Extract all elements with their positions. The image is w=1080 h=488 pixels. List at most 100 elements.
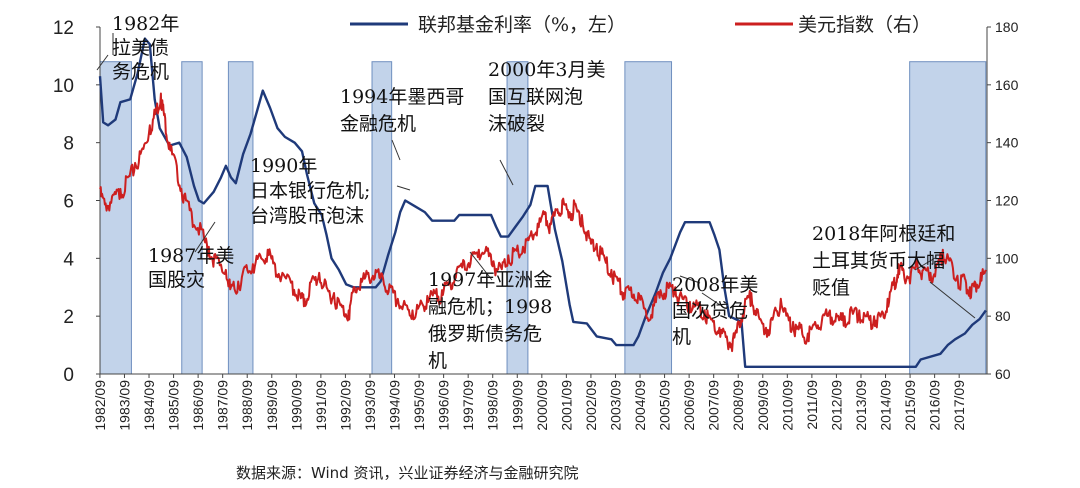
axes: 0 2 4 6 8 10 12 60 80 100 120 140 160 180 1982/09 1983/… [53,18,1019,431]
x-tick-label: 2014/09 [878,380,894,431]
x-tick-label: 2004/09 [632,380,648,431]
annotation-leader [391,139,401,161]
annotation-line: 1987年美 [148,245,234,267]
x-tick-label: 2016/09 [927,380,943,431]
annotation-leader [499,159,514,186]
left-tick-label: 0 [63,365,74,386]
annotation-leaders [96,33,976,319]
x-tick-label: 1988/09 [239,380,255,431]
right-tick-label: 160 [995,77,1019,93]
x-tick-label: 2008/09 [730,380,746,431]
right-tick-label: 120 [995,193,1019,209]
x-tick-label: 1983/09 [116,380,132,431]
left-tick-label: 8 [63,134,74,155]
left-tick-label: 6 [63,192,74,213]
annotation-line: 2018年阿根廷和 [812,223,955,245]
annotation-line: 务危机 [112,61,169,83]
x-tick-label: 1996/09 [436,380,452,431]
annotation-line: 1990年 [250,155,317,177]
annotation-line: 1982年 [112,13,179,35]
x-tick-label: 2006/09 [681,380,697,431]
right-tick-label: 140 [995,135,1019,151]
annotation-line: 2008年美 [672,274,758,296]
x-tick-label: 2017/09 [951,380,967,431]
x-tick-label: 1993/09 [362,380,378,431]
x-tick-label: 1991/09 [313,380,329,431]
x-tick-label: 1984/09 [141,380,157,431]
annotation-leader [701,292,721,306]
x-tick-label: 1982/09 [92,380,108,431]
x-tick-label: 1998/09 [485,380,501,431]
annotation-line: 台湾股市泡沫 [250,205,364,227]
x-tick-label: 1989/09 [264,380,280,431]
legend-label-dollar-index: 美元指数（右） [798,14,931,36]
annotation-line: 国次贷危 [672,300,748,322]
x-tick-label: 2007/09 [706,380,722,431]
right-tick-label: 100 [995,250,1019,266]
annotation-line: 国股灾 [148,269,205,291]
annotation-line: 日本银行危机; [250,180,370,202]
shaded-period [227,61,254,375]
x-tick-label: 1987/09 [215,380,231,431]
dollar-index-line [99,92,987,353]
x-tick-label: 1994/09 [387,380,403,431]
shaded-period [371,61,393,375]
annotation-leader [914,257,936,271]
left-tick-label: 12 [53,18,74,39]
x-tick-label: 1985/09 [166,380,182,431]
x-tick-label: 2012/09 [828,380,844,431]
x-tick-label: 2015/09 [902,380,918,431]
right-tick-label: 60 [995,366,1011,382]
x-tick-label: 2013/09 [853,380,869,431]
annotation-line: 金融危机 [340,113,416,135]
annotation-leader [396,185,411,191]
x-tick-label: 2011/09 [804,380,820,430]
annotation-line: 2000年3月美 [488,59,605,81]
right-tick-label: 180 [995,19,1019,35]
left-tick-label: 4 [63,249,74,270]
annotation-line: 土耳其货币大幅 [812,250,945,272]
annotation-line: 俄罗斯债务危 [428,323,542,345]
shaded-period [909,61,987,375]
x-tick-label: 2001/09 [558,380,574,431]
x-tick-label: 2003/09 [607,380,623,431]
annotation-line: 国互联网泡 [488,86,583,108]
annotation-line: 贬值 [812,277,850,299]
annotation-leader [929,281,976,319]
x-tick-label: 1990/09 [288,380,304,431]
x-tick-label: 1995/09 [411,380,427,431]
data-source: 数据来源：Wind 资讯，兴业证券经济与金融研究院 [236,464,579,482]
legend: 联邦基金利率（%，左） 美元指数（右） [350,14,931,36]
left-tick-label: 2 [63,307,74,328]
annotation-line: 1994年墨西哥 [340,86,464,108]
annotation-line: 机 [672,326,691,348]
x-tick-label: 1992/09 [337,380,353,431]
annotation-leader [469,251,493,281]
annotation-line: 机 [428,350,447,372]
x-tick-label: 2000/09 [534,380,550,431]
series-lines [98,37,987,368]
legend-label-fed-funds: 联邦基金利率（%，左） [418,14,626,36]
x-tick-label: 2009/09 [755,380,771,431]
x-tick-label: 2002/09 [583,380,599,431]
annotation-line: 沫破裂 [488,113,545,135]
right-tick-label: 80 [995,308,1011,324]
annotation-line: 拉美债 [112,37,169,59]
fed-funds-rate-line [98,37,987,368]
shaded-periods [99,61,987,375]
x-tick-label: 2005/09 [657,380,673,431]
shaded-period [624,61,673,375]
x-tick-label: 2010/09 [779,380,795,431]
left-tick-label: 10 [53,76,74,97]
x-tick-label: 1999/09 [509,380,525,431]
x-tick-label: 1986/09 [190,380,206,431]
shaded-period [99,61,132,375]
annotation-leader [194,221,216,253]
annotation-leader [679,275,701,284]
annotation-line: 1997年亚洲金 [428,269,552,291]
annotation-line: 融危机；1998 [428,296,552,318]
x-tick-label: 1997/09 [460,380,476,431]
annotation-leader [96,54,109,71]
